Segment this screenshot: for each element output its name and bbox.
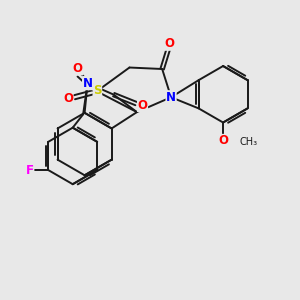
Text: CH₃: CH₃ — [239, 136, 258, 146]
Text: N: N — [166, 91, 176, 104]
Text: S: S — [93, 84, 102, 97]
Text: O: O — [63, 92, 73, 105]
Text: O: O — [218, 134, 228, 147]
Text: O: O — [165, 37, 175, 50]
Text: O: O — [73, 62, 82, 75]
Text: N: N — [82, 76, 93, 90]
Text: F: F — [26, 164, 34, 177]
Text: O: O — [138, 98, 148, 112]
